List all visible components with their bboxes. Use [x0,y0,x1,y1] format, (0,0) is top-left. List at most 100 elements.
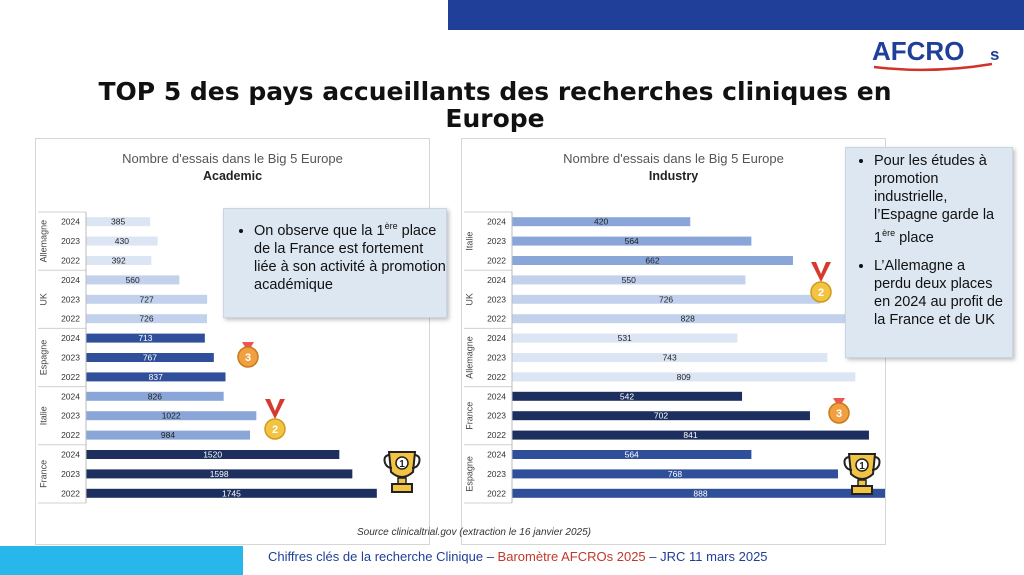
footer-text: Chiffres clés de la recherche Clinique –… [268,549,768,564]
year-label: 2022 [61,314,80,324]
bar [512,294,821,304]
medal-2-icon: 2 [810,262,832,303]
country-label: France [464,402,474,430]
industry-chart: Italie 2024 420 2023 564 2022 662 UK 2024 550 2023… [464,211,885,504]
svg-text:2: 2 [272,424,278,436]
bar [512,372,856,382]
bar [86,391,224,401]
svg-text:3: 3 [836,408,842,420]
bar-value-label: 1598 [210,469,229,479]
year-label: 2024 [61,450,80,460]
bar-value-label: 768 [668,469,682,479]
year-label: 2023 [487,411,506,421]
footer-band [0,546,243,575]
bar-value-label: 826 [148,391,162,401]
year-label: 2022 [61,488,80,498]
medal-3-icon: 3 [828,398,850,424]
trophy-icon: 1 [843,453,881,495]
medal-2-icon: 2 [264,399,286,440]
year-label: 2022 [487,430,506,440]
year-label: 2022 [487,314,506,324]
year-label: 2024 [487,391,506,401]
year-label: 2022 [487,256,506,266]
afcros-logo: AFCRO s [872,34,1012,72]
year-label: 2023 [487,236,506,246]
country-label: UK [38,293,48,306]
svg-text:3: 3 [245,352,251,364]
year-label: 2022 [61,256,80,266]
medal-3-icon: 3 [237,342,259,368]
svg-text:2: 2 [818,287,824,299]
year-label: 2024 [61,333,80,343]
year-label: 2024 [487,275,506,285]
bar-value-label: 1520 [203,450,222,460]
bar-value-label: 837 [149,372,163,382]
bar-value-label: 702 [654,411,668,421]
bar [512,217,691,227]
year-label: 2024 [487,333,506,343]
bar [86,236,158,246]
year-label: 2023 [61,411,80,421]
year-label: 2023 [61,294,80,304]
bar-value-label: 564 [625,450,639,460]
bar [86,450,340,459]
bar-value-label: 531 [618,333,632,343]
bar-value-label: 1745 [222,488,241,498]
academic-callout-item: On observe que la 1ère place de la Franc… [254,217,446,294]
country-label: Allemagne [38,220,48,263]
bar-value-label: 726 [659,294,673,304]
bar [512,488,885,498]
bar [86,411,257,421]
bar [86,333,205,343]
year-label: 2022 [487,372,506,382]
year-label: 2022 [61,372,80,382]
bar [86,314,207,324]
bar [512,275,746,285]
bar-value-label: 984 [161,430,175,440]
year-label: 2022 [61,430,80,440]
country-label: Italie [464,232,474,251]
year-label: 2024 [487,450,506,460]
year-label: 2024 [61,217,80,227]
bar-value-label: 560 [126,275,140,285]
bar [86,430,250,440]
bar-value-label: 385 [111,217,125,227]
year-label: 2024 [61,275,80,285]
bar [86,488,377,498]
bar-value-label: 727 [139,294,153,304]
logo-text: AFCRO [872,36,964,66]
bar-value-label: 550 [622,275,636,285]
industry-callout-item-1: Pour les études à promotion industrielle… [874,152,1006,247]
industry-callout: Pour les études à promotion industrielle… [845,147,1013,358]
bar-value-label: 828 [681,314,695,324]
bar [512,430,869,440]
bar [86,256,152,265]
year-label: 2023 [487,294,506,304]
year-label: 2024 [61,391,80,401]
bar [86,217,151,227]
bar-value-label: 743 [663,353,677,363]
country-label: Allemagne [464,336,474,379]
academic-chart-subtitle: Academic [202,169,263,183]
year-label: 2024 [487,217,506,227]
svg-text:1: 1 [399,459,405,470]
academic-chart-title: Nombre d'essais dans le Big 5 Europe [122,151,343,166]
page-title: TOP 5 des pays accueillants des recherch… [98,77,892,133]
bar-value-label: 392 [112,256,126,266]
year-label: 2023 [61,469,80,479]
year-label: 2023 [487,353,506,363]
bar [86,469,353,479]
afcros-logo-graphic: AFCRO s [872,36,999,72]
bar-value-label: 542 [620,391,634,401]
bar [512,256,793,265]
bar-value-label: 726 [139,314,153,324]
bar-value-label: 430 [115,236,129,246]
bar [86,275,180,285]
industry-chart-subtitle: Industry [648,169,699,183]
industry-callout-item-2: L’Allemagne a perdu deux places en 2024 … [874,257,1006,329]
bar-value-label: 662 [645,256,659,266]
academic-chart-panel: Nombre d'essais dans le Big 5 Europe Aca… [35,138,430,545]
bar [512,411,810,421]
country-label: Espagne [464,456,474,492]
trophy-icon: 1 [383,451,421,493]
